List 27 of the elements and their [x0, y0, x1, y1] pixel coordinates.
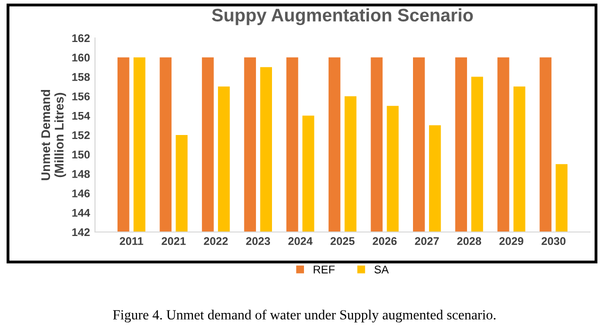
x-tick-label: 2023	[246, 237, 270, 246]
x-tick-label: 2027	[414, 237, 439, 246]
y-tick-label: 146	[72, 189, 90, 198]
x-tick-label: 2026	[372, 237, 397, 246]
y-tick-label: 156	[72, 92, 90, 100]
y-tick-label: 158	[72, 73, 90, 81]
legend-label: REF	[314, 266, 335, 274]
x-tick-label: 2029	[499, 237, 524, 246]
x-tick-label: 2021	[162, 237, 186, 246]
y-axis-title: Unmet Demand (Million Litres)	[40, 90, 66, 180]
y-tick-label: 144	[72, 208, 90, 217]
y-tick-label: 150	[72, 150, 90, 159]
x-tick-label: 2011	[120, 237, 144, 246]
x-tick-label: 2028	[457, 237, 482, 246]
x-tick-label: 2022	[204, 237, 228, 246]
chart-title: Suppy Augmentation Scenario	[212, 8, 473, 26]
y-tick-label: 152	[72, 131, 90, 140]
x-tick-label: 2024	[288, 237, 313, 246]
y-tick-label: 142	[72, 228, 90, 236]
y-tick-label: 154	[72, 112, 90, 120]
y-tick-label: 160	[72, 54, 90, 62]
y-tick-label: 162	[72, 34, 90, 42]
legend-label: SA	[374, 266, 389, 274]
x-tick-label: 2025	[330, 237, 355, 246]
y-tick-label: 148	[72, 170, 90, 178]
x-tick-label: 2030	[542, 237, 566, 246]
caption: Figure 4. Unmet demand of water under Supply augmented scenario.	[113, 310, 496, 322]
